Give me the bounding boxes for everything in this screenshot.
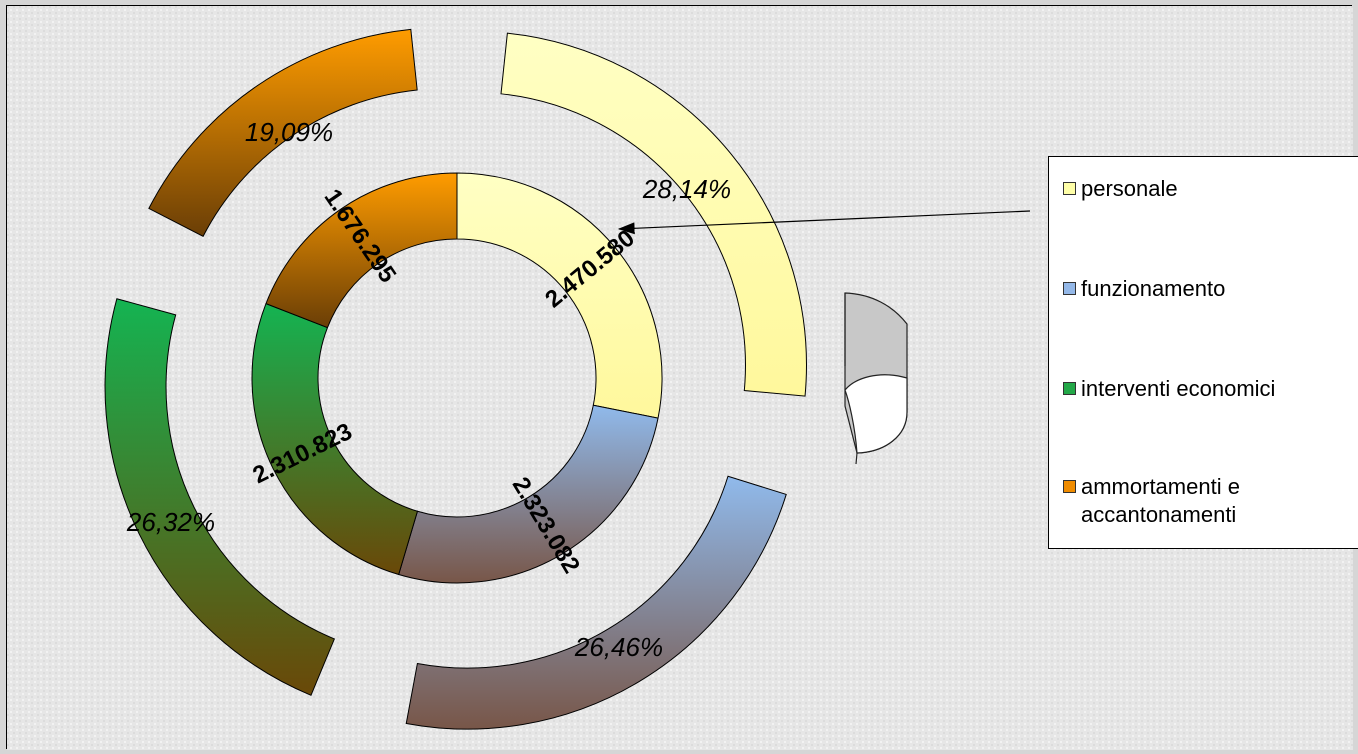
chart-frame: 2.470.580 2.323.082 2.310.823 1.676.295 28,1… (6, 5, 1358, 750)
legend-swatch-personale (1063, 182, 1076, 195)
legend-label: funzionamento (1081, 276, 1226, 301)
outer-percent-label-interventi-economici: 26,32% (126, 507, 215, 537)
legend: personale funzionamento interventi econo… (1048, 156, 1358, 549)
legend-item-personale: personale (1063, 175, 1178, 203)
rings-group (104, 28, 807, 730)
legend-item-interventi-economici: interventi economici (1063, 375, 1275, 403)
outer-slice-ammortamenti (148, 28, 418, 238)
inner-slice-ammortamenti (265, 172, 458, 329)
outer-percent-label-personale: 28,14% (642, 174, 731, 204)
outer-percent-label-funzionamento: 26,46% (574, 632, 663, 662)
annotation-arrow (617, 210, 1031, 235)
legend-label: personale (1081, 176, 1178, 201)
legend-item-funzionamento: funzionamento (1063, 275, 1225, 303)
outer-percent-label-ammortamenti: 19,09% (245, 117, 333, 147)
outer-slice-funzionamento (405, 475, 787, 730)
legend-swatch-ammortamenti (1063, 480, 1076, 493)
inner-slice-funzionamento (398, 404, 659, 584)
curled-shape (844, 292, 908, 465)
outer-slice-interventi-economici (104, 298, 336, 696)
inner-slice-interventi-economici (251, 302, 419, 576)
legend-label: interventi economici (1081, 376, 1276, 401)
legend-swatch-interventi-economici (1063, 382, 1076, 395)
outer-slice-personale (500, 32, 807, 397)
legend-swatch-funzionamento (1063, 282, 1076, 295)
inner-slice-personale (456, 172, 663, 419)
legend-item-ammortamenti: ammortamenti e accantonamenti (1063, 473, 1240, 529)
legend-label: ammortamenti e accantonamenti (1081, 474, 1240, 527)
